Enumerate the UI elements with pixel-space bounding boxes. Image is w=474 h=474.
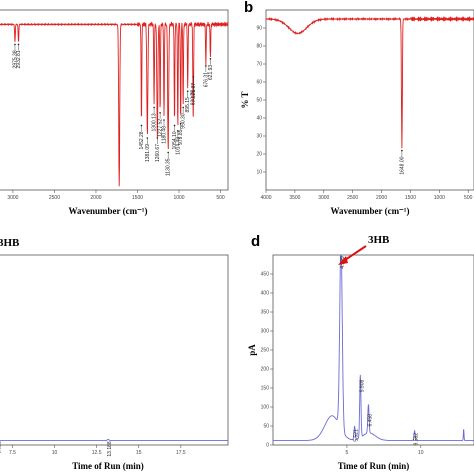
x-tick-label: 500 [464,195,473,201]
y-tick-label: 60 [256,80,262,86]
y-tick-label: 40 [256,116,262,122]
peak-label: 9.582 [414,433,420,446]
peak-marker [140,124,143,127]
panel-letter: b [244,0,253,16]
y-tick-label: 400 [261,291,270,297]
x-tick-label: 3500 [289,195,300,201]
y-tick-label: 250 [261,348,270,354]
peak-label: 1381.09 [145,144,151,162]
peak-label: 6.621 [0,441,3,454]
y-tick-label: 30 [256,134,262,140]
y-tick-label: 20 [256,152,262,158]
x-tick-label: 500 [216,195,225,201]
peak-label: 1300.13 [152,113,158,131]
peak-label: 1227.52 [158,119,164,137]
y-tick-label: 10 [256,170,262,176]
peak-label: 13.188 [107,441,113,457]
y-axis-label: % T [240,91,250,108]
x-tick-label: 15 [136,450,142,456]
x-tick-label: 2000 [376,195,387,201]
peak-marker [173,124,176,127]
x-tick-label: 2500 [49,195,60,201]
series-line [273,254,474,441]
y-tick-label: 100 [261,405,270,411]
y-tick-label: 70 [256,62,262,68]
x-tick-label: 1500 [405,195,416,201]
y-tick-label: 350 [261,310,270,316]
peak-label: 979.85 [178,129,184,145]
y-tick-label: 200 [261,367,270,373]
y-tick-label: 450 [261,272,270,278]
plot-frame [0,9,229,191]
peak-label: 950.30 [181,113,187,129]
peak-label: 6.458 [367,414,373,427]
y-axis-label: pA [247,344,257,356]
peak-label: 5.521 [354,429,360,442]
x-tick-label: 1000 [173,195,184,201]
peak-label: 895.15 [185,97,191,113]
x-tick-label: 2000 [90,195,101,201]
x-tick-label: 1500 [132,195,143,201]
plot-frame [0,254,229,446]
peak-label: 1648.00 [399,156,405,174]
x-axis-label: Wavenumber (cm⁻¹) [330,206,409,216]
peak-label: 1054.10 [172,131,178,149]
series-line [0,21,229,187]
x-axis-label: Time of Run (min) [338,461,410,471]
y-tick-label: 90 [256,26,262,32]
peak-label: 2932.81 [16,50,22,68]
x-tick-label: 3000 [7,195,18,201]
panel-d-chromatogram: 5100501001502002503003504004504.5995.521… [247,233,474,471]
peak-label: 1260.67 [155,144,161,162]
x-tick-label: 1000 [434,195,445,201]
x-axis-label: Wavenumber (cm⁻¹) [68,206,147,216]
y-tick-label: 300 [261,329,270,335]
series-line [0,438,228,441]
x-tick-label: 17.5 [176,450,186,456]
peak-label: 830.75 [191,90,197,106]
x-tick-label: 10 [52,450,58,456]
plot-frame [265,9,474,191]
series-line [265,16,474,149]
panel-c-chromatogram: 7.5 10 12.5 15 17.5 6.621 13.188 Time of Run (m… [0,237,229,471]
x-tick-label: 3000 [318,195,329,201]
compound-annotation: 3HB [0,237,20,249]
y-tick-label: 0 [266,443,269,449]
peak-label: 5.908 [359,380,365,393]
peak-label: 826.87 [191,83,197,99]
x-axis-label: Time of Run (min) [72,461,144,471]
peak-label: 2975.38 [12,50,18,68]
panel-letter: d [251,233,260,250]
y-tick-label: 80 [256,44,262,50]
peak-label: 1180.48 [162,126,168,144]
peak-marker [182,106,184,109]
y-tick-label: 150 [261,386,270,392]
x-tick-label: 5 [346,450,349,456]
x-tick-label: 7.5 [9,450,16,456]
peak-marker [179,122,182,125]
annotation-arrowhead [338,256,348,265]
peak-label: 621.93 [208,65,214,81]
panel-b-ir-spectrum: 4000 3500 3000 2500 2000 1500 1000 500 10 20 30 40 5… [240,0,474,216]
peak-label: 1130.35 [166,158,172,176]
peak-label: 1014.49 [175,137,181,155]
x-tick-label: 4000 [260,195,271,201]
x-tick-label: 12.5 [92,450,102,456]
plot-frame [272,254,474,446]
x-tick-label: 10 [418,450,424,456]
compound-annotation: 3HB [368,234,390,246]
peak-marker [153,106,155,109]
y-tick-label: 50 [256,98,262,104]
x-tick-label: 2500 [347,195,358,201]
peak-label: 676.31 [203,72,209,88]
y-tick-label: 50 [263,424,269,430]
peak-label: 1452.28 [139,131,145,149]
